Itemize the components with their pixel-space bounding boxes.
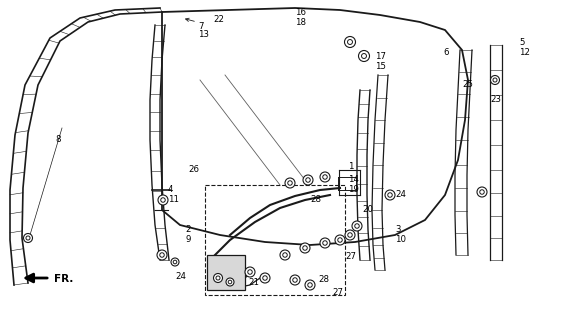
Text: 1: 1	[348, 162, 354, 171]
Text: 23: 23	[490, 95, 501, 104]
Text: 28: 28	[318, 275, 329, 284]
Circle shape	[263, 276, 267, 280]
Circle shape	[290, 275, 300, 285]
Text: 15: 15	[375, 62, 386, 71]
Text: 18: 18	[295, 18, 306, 27]
Circle shape	[335, 235, 345, 245]
Text: 26: 26	[188, 165, 199, 174]
Circle shape	[348, 40, 352, 44]
Circle shape	[158, 195, 168, 205]
Circle shape	[288, 181, 292, 185]
Circle shape	[23, 234, 33, 243]
Circle shape	[161, 198, 165, 202]
Text: 12: 12	[519, 48, 530, 57]
Circle shape	[171, 258, 179, 266]
Circle shape	[280, 250, 290, 260]
Circle shape	[214, 274, 222, 283]
Circle shape	[282, 253, 287, 257]
Text: 20: 20	[362, 205, 373, 214]
Circle shape	[385, 190, 395, 200]
Circle shape	[306, 178, 310, 182]
Text: 11: 11	[168, 195, 179, 204]
Text: 17: 17	[375, 52, 386, 61]
Text: 28: 28	[310, 195, 321, 204]
Circle shape	[323, 175, 327, 179]
Text: 14: 14	[348, 175, 359, 184]
Circle shape	[248, 270, 252, 274]
Text: 9: 9	[185, 235, 190, 244]
Text: 27: 27	[332, 288, 343, 297]
Text: 5: 5	[519, 38, 524, 47]
Circle shape	[345, 230, 355, 240]
Circle shape	[303, 175, 313, 185]
Circle shape	[320, 172, 330, 182]
Circle shape	[26, 236, 30, 240]
Circle shape	[245, 267, 255, 277]
Circle shape	[300, 243, 310, 253]
Circle shape	[490, 76, 500, 84]
Circle shape	[305, 280, 315, 290]
Circle shape	[362, 53, 367, 59]
Circle shape	[293, 278, 297, 282]
Text: 24: 24	[175, 272, 186, 281]
Circle shape	[303, 246, 307, 250]
Circle shape	[173, 260, 177, 264]
Circle shape	[157, 250, 167, 260]
Text: 4: 4	[168, 185, 174, 194]
Circle shape	[352, 221, 362, 231]
Circle shape	[477, 187, 487, 197]
Circle shape	[480, 190, 484, 194]
Text: 16: 16	[295, 8, 306, 17]
Circle shape	[228, 280, 232, 284]
Circle shape	[226, 278, 234, 286]
Text: 21: 21	[248, 278, 259, 287]
Text: 24: 24	[395, 190, 406, 199]
Text: 6: 6	[443, 48, 449, 57]
Circle shape	[348, 233, 352, 237]
Circle shape	[308, 283, 312, 287]
Text: 13: 13	[198, 30, 209, 39]
Circle shape	[355, 224, 359, 228]
Circle shape	[285, 178, 295, 188]
Text: 19: 19	[348, 185, 359, 194]
Circle shape	[493, 78, 497, 82]
Text: 22: 22	[213, 15, 224, 24]
Circle shape	[359, 51, 370, 61]
Circle shape	[320, 238, 330, 248]
Circle shape	[388, 193, 393, 197]
Circle shape	[160, 253, 164, 257]
Text: 2: 2	[185, 225, 190, 234]
Text: 25: 25	[462, 80, 473, 89]
Text: 7: 7	[198, 22, 203, 31]
Circle shape	[323, 241, 327, 245]
Text: 27: 27	[345, 252, 356, 261]
Circle shape	[344, 36, 355, 47]
Text: 10: 10	[395, 235, 406, 244]
Circle shape	[216, 276, 220, 280]
Text: 3: 3	[395, 225, 401, 234]
Polygon shape	[207, 255, 245, 290]
Text: 8: 8	[55, 135, 61, 144]
Text: FR.: FR.	[54, 274, 73, 284]
Circle shape	[260, 273, 270, 283]
Circle shape	[337, 238, 342, 242]
